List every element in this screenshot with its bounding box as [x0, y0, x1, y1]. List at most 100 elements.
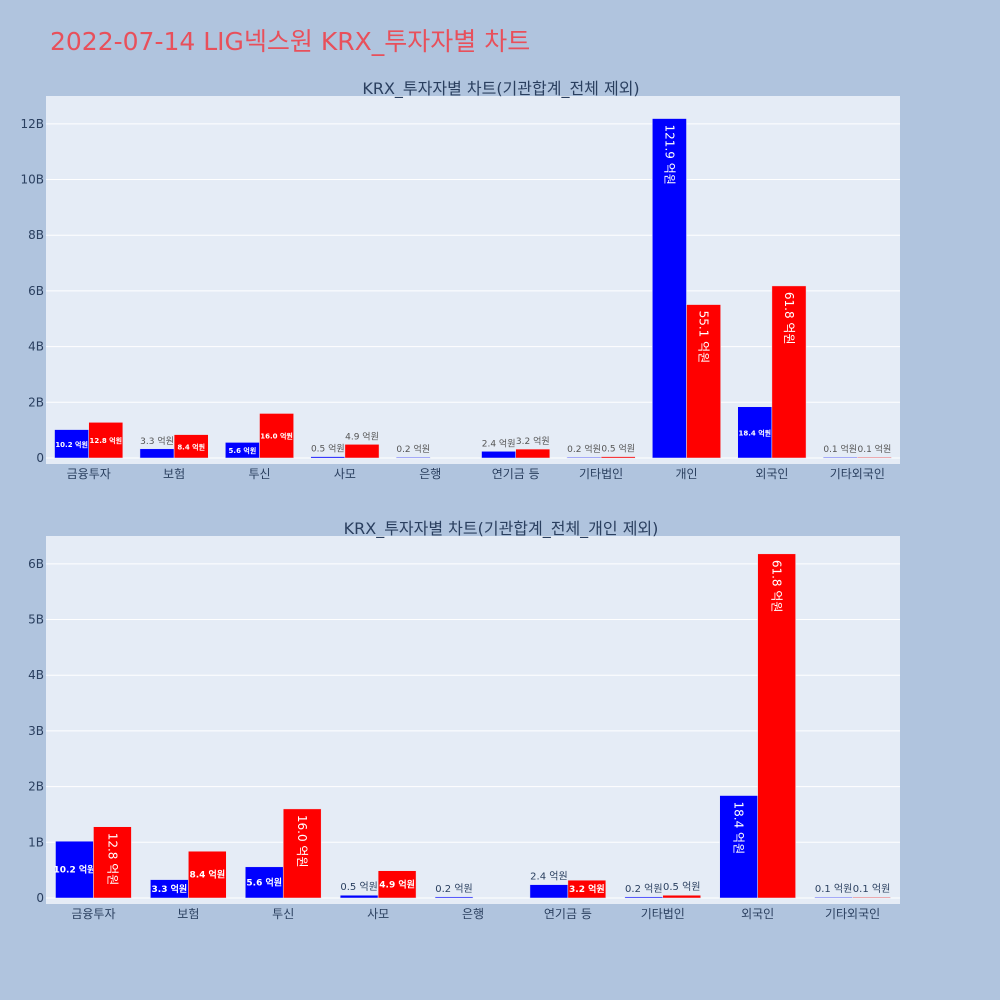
bar [88, 422, 124, 459]
y-tick-label: 3B [28, 724, 44, 738]
bar [771, 285, 807, 459]
bar [54, 429, 89, 459]
x-tick-label: 투신 [272, 907, 294, 921]
x-tick-label: 은행 [419, 466, 441, 481]
data-label: 0.1 억원 [815, 883, 852, 895]
x-tick-label: 보험 [177, 907, 199, 921]
y-tick-label: 0 [36, 891, 44, 905]
data-label: 3.2 억원 [569, 883, 605, 895]
bar [188, 850, 227, 899]
data-label: 0.5 억원 [663, 881, 700, 893]
data-label: 61.8 억원 [770, 560, 784, 613]
bar [55, 840, 94, 899]
bar [173, 434, 209, 459]
y-tick-label: 12B [20, 117, 44, 131]
y-tick-label: 4B [28, 340, 44, 354]
x-tick-label: 은행 [462, 906, 484, 921]
bar [434, 896, 474, 899]
data-label: 121.9 억원 [662, 125, 676, 185]
bar [567, 879, 607, 899]
data-label: 0.2 억원 [396, 443, 430, 455]
bar [719, 795, 758, 899]
y-tick-label: 6B [28, 284, 44, 298]
bar [395, 456, 431, 459]
y-tick-label: 0 [36, 451, 44, 465]
x-tick-label: 사모 [367, 907, 389, 921]
bar [515, 448, 551, 459]
data-label: 8.4 억원 [177, 442, 205, 451]
bar [737, 406, 773, 459]
data-label: 0.2 억원 [435, 883, 472, 895]
data-label: 0.2 억원 [567, 443, 601, 455]
y-tick-label: 2B [28, 780, 44, 794]
bar [600, 456, 636, 459]
x-tick-label: 연기금 등 [492, 467, 540, 481]
data-label: 0.1 억원 [858, 443, 892, 455]
data-label: 0.1 억원 [853, 883, 890, 895]
data-label: 12.8 억원 [89, 436, 122, 445]
y-tick-label: 4B [28, 668, 44, 682]
x-tick-label: 금융투자 [67, 467, 111, 481]
bar [757, 553, 796, 899]
data-label: 3.2 억원 [516, 435, 550, 447]
bar [282, 808, 322, 899]
data-label: 16.0 억원 [260, 432, 293, 441]
bar [245, 866, 284, 899]
bar [339, 894, 379, 899]
data-label: 12.8 억원 [105, 833, 119, 886]
x-tick-label: 외국인 [755, 467, 788, 481]
bar [344, 444, 380, 459]
data-label: 0.5 억원 [601, 443, 635, 455]
data-label: 3.3 억원 [152, 883, 188, 895]
data-label: 5.6 억원 [246, 876, 282, 888]
data-label: 0.1 억원 [823, 443, 857, 455]
data-label: 61.8 억원 [782, 292, 796, 345]
bar [93, 826, 132, 899]
data-label: 3.3 억원 [140, 435, 174, 447]
x-tick-label: 기타법인 [579, 467, 623, 481]
data-label: 4.9 억원 [345, 430, 379, 442]
x-tick-label: 외국인 [741, 907, 774, 921]
bar [652, 118, 687, 459]
data-label: 18.4 억원 [732, 802, 746, 855]
y-tick-label: 8B [28, 228, 44, 242]
x-tick-label: 개인 [675, 467, 697, 481]
data-label: 16.0 억원 [295, 815, 309, 868]
x-tick-label: 기타외국인 [825, 907, 880, 921]
data-label: 0.5 억원 [340, 881, 377, 893]
bar [529, 884, 569, 899]
y-tick-label: 6B [28, 557, 44, 571]
data-label: 18.4 억원 [739, 428, 772, 437]
chart-title: KRX_투자자별 차트(기관합계_전체 제외) [362, 79, 639, 99]
bar [377, 870, 417, 899]
bar [852, 896, 891, 899]
x-tick-label: 기타외국인 [830, 467, 885, 481]
data-label: 2.4 억원 [530, 871, 567, 883]
page-title: 2022-07-14 LIG넥스원 KRX_투자자별 차트 [50, 27, 531, 56]
x-tick-label: 연기금 등 [544, 907, 592, 921]
bar [814, 896, 853, 899]
data-label: 55.1 억원 [697, 311, 711, 364]
data-label: 0.5 억원 [311, 443, 345, 455]
bar [857, 456, 892, 459]
y-tick-label: 1B [28, 835, 44, 849]
bar [686, 304, 721, 459]
x-tick-label: 사모 [334, 467, 356, 481]
x-tick-label: 보험 [163, 467, 185, 481]
bar [662, 894, 701, 899]
data-label: 10.2 억원 [54, 864, 96, 876]
x-tick-label: 기타법인 [641, 907, 685, 921]
data-label: 10.2 억원 [55, 440, 88, 449]
y-tick-label: 2B [28, 395, 44, 409]
data-label: 5.6 억원 [229, 446, 257, 455]
x-tick-label: 금융투자 [71, 907, 115, 921]
bar [624, 896, 664, 899]
chart-title: KRX_투자자별 차트(기관합계_전체_개인 제외) [344, 519, 659, 539]
y-tick-label: 5B [28, 613, 44, 627]
data-label: 2.4 억원 [482, 437, 516, 449]
data-label: 4.9 억원 [379, 878, 415, 890]
data-label: 0.2 억원 [625, 883, 662, 895]
x-tick-label: 투신 [248, 467, 270, 481]
